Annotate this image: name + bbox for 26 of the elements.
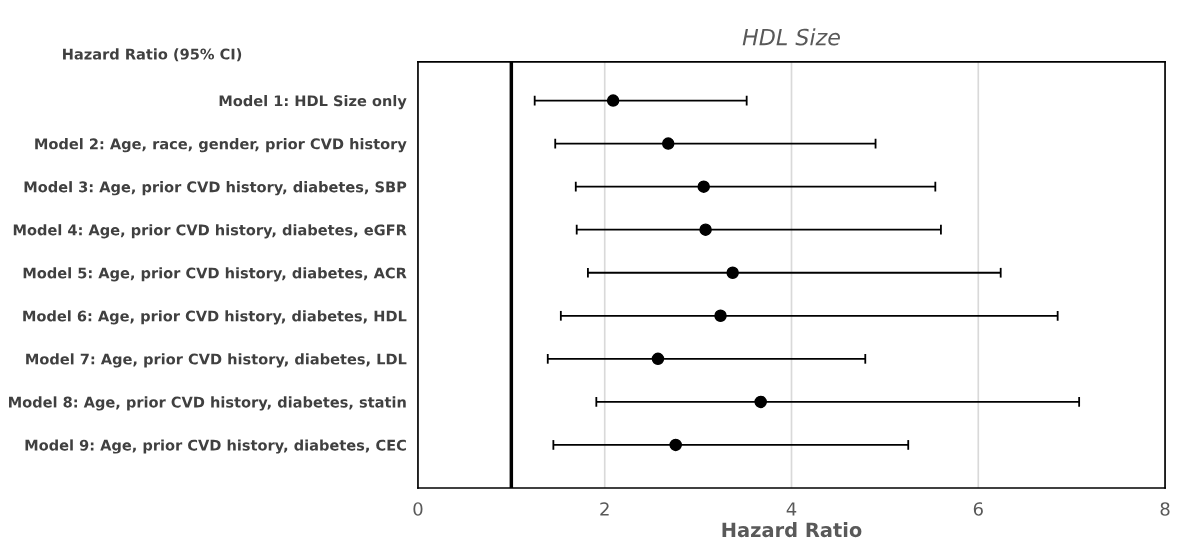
point bbox=[726, 266, 739, 279]
x-tick-label: 2 bbox=[600, 502, 609, 516]
point bbox=[669, 438, 682, 452]
point bbox=[661, 137, 675, 150]
point bbox=[714, 309, 727, 323]
y-tick-label: Model 4: Age, prior CVD history, diabetes, eGFR bbox=[13, 224, 407, 239]
y-tick-label: Model 5: Age, prior CVD history, diabetes, ACR bbox=[23, 267, 407, 282]
x-tick-label: 0 bbox=[413, 502, 423, 516]
x-tick-label: 6 bbox=[973, 502, 983, 516]
chart-title: HDL Size bbox=[742, 28, 840, 46]
x-axis-title: Hazard Ratio bbox=[722, 522, 862, 538]
y-tick-label: Model 2: Age, race, gender, prior CVD history bbox=[35, 138, 407, 153]
point bbox=[697, 180, 710, 193]
y-tick-label: Model 6: Age, prior CVD history, diabetes, HDL bbox=[23, 310, 407, 325]
y-tick-label: Model 9: Age, prior CVD history, diabetes, CEC bbox=[25, 439, 406, 454]
y-tick-label: Model 8: Age, prior CVD history, diabetes, statin bbox=[9, 396, 406, 411]
point bbox=[606, 94, 620, 107]
y-tick-label: Model 3: Age, prior CVD history, diabetes, SBP bbox=[24, 181, 407, 196]
point bbox=[651, 352, 665, 366]
point bbox=[754, 395, 767, 409]
point bbox=[699, 223, 712, 236]
y-tick-label: Model 7: Age, prior CVD history, diabetes, LDL bbox=[26, 353, 407, 368]
x-tick-label: 8 bbox=[1160, 502, 1170, 516]
text: Hazard Ratio (95% CI) bbox=[63, 48, 242, 62]
x-tick-label: 4 bbox=[786, 502, 797, 516]
y-tick-label: Model 1: HDL Size only bbox=[219, 95, 407, 110]
